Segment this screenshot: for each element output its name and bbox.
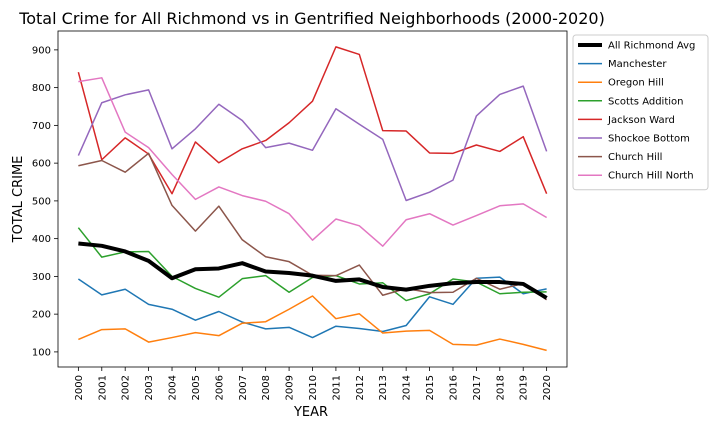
x-tick-label: 2007 — [238, 375, 249, 400]
y-tick-label: 600 — [32, 159, 51, 170]
x-tick-label: 2014 — [402, 375, 413, 400]
x-tick-label: 2006 — [214, 375, 225, 400]
x-tick-label: 2008 — [261, 375, 272, 400]
x-tick-label: 2003 — [144, 375, 155, 400]
x-tick-label: 2013 — [378, 375, 389, 400]
series-line-church-hill-north — [78, 77, 548, 247]
y-tick-label: 400 — [32, 234, 51, 245]
legend-label: Shockoe Bottom — [608, 134, 690, 145]
legend-box — [572, 34, 709, 191]
x-tick-label: 2000 — [74, 375, 85, 400]
x-tick-label: 2020 — [542, 375, 553, 400]
legend-label: Oregon Hill — [608, 78, 664, 89]
y-tick-label: 200 — [32, 310, 51, 321]
legend-label: Scotts Addition — [608, 96, 684, 107]
y-tick-label: 100 — [32, 347, 51, 358]
x-axis-ticks: 2000 2001 2002 2003 2004 2005 2006 2007 2008 2009… — [74, 367, 553, 400]
x-tick-label: 2012 — [355, 375, 366, 400]
x-tick-label: 2005 — [191, 375, 202, 400]
x-axis-title: YEAR — [293, 405, 328, 420]
legend-label: Church Hill North — [608, 171, 694, 182]
y-tick-label: 900 — [32, 45, 51, 56]
series-line-scotts-addition — [77, 227, 547, 302]
x-tick-label: 2004 — [168, 375, 179, 400]
legend-label: Manchester — [608, 59, 667, 70]
y-tick-label: 500 — [32, 196, 51, 207]
x-tick-label: 2002 — [121, 375, 132, 400]
x-tick-label: 2011 — [331, 375, 342, 400]
plot-frame — [57, 30, 568, 368]
chart-title: Total Crime for All Richmond vs in Gentr… — [18, 9, 605, 28]
y-axis-title: TOTAL CRIME — [11, 156, 26, 244]
plot-area — [57, 30, 568, 368]
x-tick-label: 2009 — [285, 375, 296, 400]
y-tick-label: 300 — [32, 272, 51, 283]
x-tick-label: 2018 — [495, 375, 506, 400]
x-tick-label: 2016 — [448, 375, 459, 400]
x-tick-label: 2001 — [97, 375, 108, 400]
series-line-oregon-hill — [78, 295, 547, 352]
y-tick-label: 700 — [32, 121, 51, 132]
series-line-jackson-ward — [77, 46, 548, 195]
x-tick-label: 2015 — [425, 375, 436, 400]
x-tick-label: 2019 — [519, 375, 530, 400]
legend-label: All Richmond Avg — [608, 41, 695, 52]
x-tick-label: 2010 — [308, 375, 319, 400]
series-line-manchester — [77, 276, 547, 339]
legend: All Richmond Avg Manchester Oregon Hill Sco… — [572, 34, 709, 191]
legend-label: Church Hill — [608, 152, 662, 163]
series-line-shockoe-bottom — [77, 85, 548, 202]
legend-label: Jackson Ward — [607, 115, 675, 126]
x-tick-label: 2017 — [472, 375, 483, 400]
y-axis-ticks: 100 200 300 400 500 600 700 800 900 — [32, 45, 58, 358]
y-tick-label: 800 — [32, 83, 51, 94]
series-line-all-richmond-avg — [78, 241, 548, 300]
